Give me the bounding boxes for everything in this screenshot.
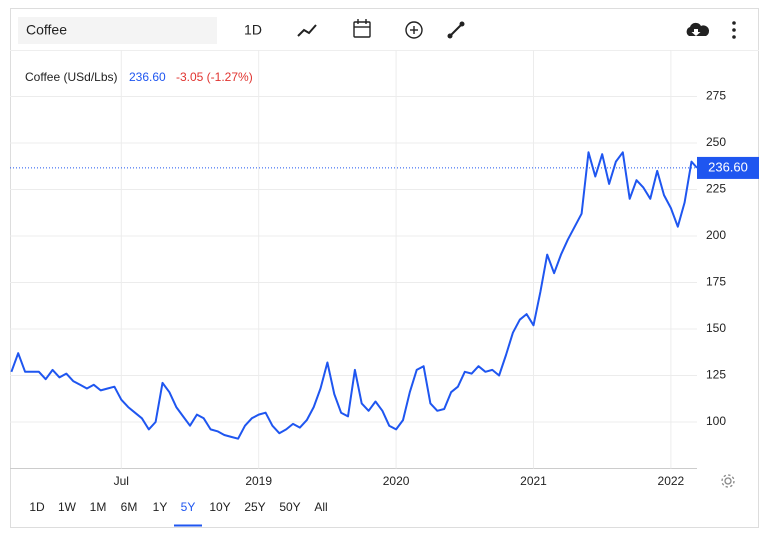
y-tick-label: 125 [706, 368, 726, 382]
range-button[interactable]: 1W [58, 500, 77, 514]
range-bar: 1D 1W 1M 6M 1Y 5Y 10Y 25Y 50Y All [29, 500, 328, 527]
add-indicator-icon[interactable] [405, 21, 423, 39]
y-tick-label: 200 [706, 228, 726, 242]
y-tick-label: 175 [706, 275, 726, 289]
x-tick-label: Jul [114, 474, 129, 488]
price-line [10, 151, 698, 440]
y-tick-label: 150 [706, 321, 726, 335]
range-button[interactable]: 1M [90, 500, 107, 514]
x-tick-label: 2020 [383, 474, 410, 488]
range-button[interactable]: 10Y [209, 500, 230, 514]
menu-icon[interactable] [732, 21, 736, 39]
range-button[interactable]: 5Y [181, 500, 196, 514]
x-tick-label: 2021 [520, 474, 547, 488]
range-button[interactable]: 50Y [279, 500, 300, 514]
draw-line-icon[interactable] [447, 21, 465, 39]
last-price-box [697, 156, 759, 179]
range-button[interactable]: 6M [121, 500, 138, 514]
download-icon[interactable] [686, 22, 710, 36]
x-tick-label: 2022 [658, 474, 685, 488]
last-price-label: 236.60 [708, 159, 748, 174]
frame [10, 8, 759, 528]
y-tick-label: 225 [706, 182, 726, 196]
interval-button[interactable]: 1D [244, 22, 262, 38]
range-button[interactable]: 25Y [244, 500, 265, 514]
line-type-icon[interactable] [297, 24, 317, 37]
x-tick-label: 2019 [245, 474, 272, 488]
settings-icon[interactable] [721, 474, 735, 488]
y-tick-label: 275 [706, 89, 726, 103]
last-price: 236.60 [129, 70, 166, 84]
y-tick-label: 100 [706, 414, 726, 428]
y-tick-label: 250 [706, 135, 726, 149]
range-button[interactable]: 1D [29, 500, 45, 514]
search-box[interactable] [18, 17, 217, 44]
range-button[interactable]: All [314, 500, 327, 514]
range-button[interactable]: 1Y [153, 500, 168, 514]
price-change: -3.05 (-1.27%) [176, 70, 253, 84]
calendar-icon[interactable] [353, 19, 371, 38]
series-name: Coffee (USd/Lbs) [25, 70, 118, 84]
search-text[interactable]: Coffee [26, 22, 67, 38]
